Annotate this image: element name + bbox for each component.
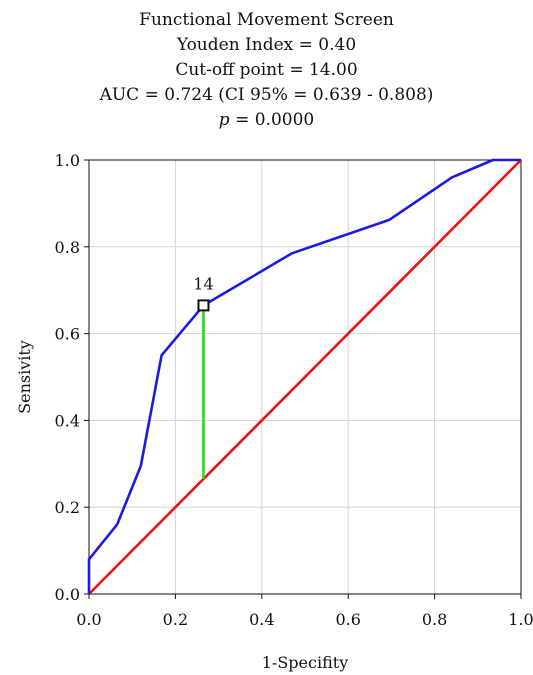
chart-title: Functional Movement Screen [139, 10, 394, 30]
plot-frame [88, 159, 522, 595]
chart-title-block: Functional Movement Screen Youden Index … [0, 8, 533, 133]
cutoff-point-label: Cut-off point = 14.00 [175, 60, 358, 80]
x-tick-label: 0.2 [163, 610, 188, 629]
series-layer [87, 158, 522, 595]
x-tick-label: 0.6 [335, 610, 360, 629]
p-value: = 0.0000 [235, 110, 315, 130]
x-axis-label: 1-Specifity [262, 653, 348, 672]
y-axis-label: Sensivity [15, 340, 34, 414]
x-tick-label: 0.4 [249, 610, 274, 629]
x-tick-label: 1.0 [508, 610, 533, 629]
marker-layer: 14 [193, 274, 214, 479]
cutoff-marker [197, 299, 210, 312]
y-tick-label: 0.2 [55, 498, 80, 517]
x-tick-label: 0.8 [422, 610, 447, 629]
p-symbol: p [218, 110, 230, 130]
reference-diagonal-line [88, 159, 522, 595]
cutoff-marker-label: 14 [193, 274, 213, 293]
axis-ticks: 0.0 0.2 0.4 0.6 0.8 1.0 0.0 0.2 0.4 0.6 0.8 1.0 [55, 151, 533, 629]
y-tick-label: 0.4 [55, 411, 80, 430]
y-tick-label: 0.0 [55, 585, 80, 604]
youden-index-label: Youden Index = 0.40 [176, 35, 357, 55]
y-tick-label: 0.6 [55, 325, 80, 344]
y-tick-label: 1.0 [55, 151, 80, 170]
x-tick-label: 0.0 [76, 610, 101, 629]
p-value-label: p = 0.0000 [0, 108, 533, 133]
y-tick-label: 0.8 [55, 238, 80, 257]
auc-label: AUC = 0.724 (CI 95% = 0.639 - 0.808) [99, 85, 434, 105]
